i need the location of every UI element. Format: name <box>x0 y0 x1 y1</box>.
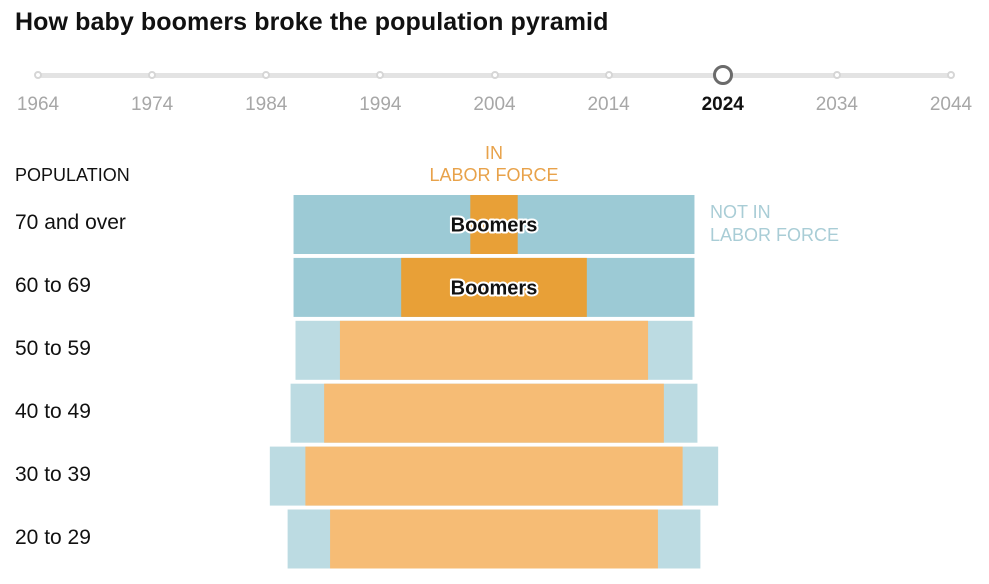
boomers-label-0: Boomers <box>451 215 538 237</box>
bar-in-labor-force-0 <box>470 195 518 254</box>
not-in-labor-force-label-line1: NOT IN <box>710 202 771 222</box>
timeline-year-1974[interactable]: 1974 <box>130 94 174 115</box>
in-labor-force-label-line1: IN <box>485 143 503 163</box>
age-group-label-4: 30 to 39 <box>15 462 91 486</box>
age-group-label-1: 60 to 69 <box>15 273 91 297</box>
age-group-label-3: 40 to 49 <box>15 399 91 423</box>
timeline-dot-2024[interactable] <box>712 65 733 85</box>
timeline-dot-2034[interactable] <box>832 71 841 79</box>
timeline-year-2034[interactable]: 2034 <box>815 94 859 115</box>
bar-in-labor-force-4 <box>305 446 683 506</box>
timeline-year-1964[interactable]: 1964 <box>16 94 60 115</box>
chart-title: How baby boomers broke the population py… <box>15 8 609 36</box>
timeline-dot-1984[interactable] <box>262 71 271 79</box>
age-group-label-0: 70 and over <box>15 211 126 234</box>
timeline-year-1984[interactable]: 1984 <box>245 94 288 115</box>
not-in-labor-force-label-line2: LABOR FORCE <box>710 225 840 245</box>
timeline-year-2014[interactable]: 2014 <box>587 94 630 115</box>
timeline-year-2044[interactable]: 2044 <box>929 94 973 115</box>
bar-in-labor-force-3 <box>324 383 664 443</box>
timeline-dot-1994[interactable] <box>376 71 385 79</box>
timeline-dot-1974[interactable] <box>148 71 157 79</box>
timeline-dot-2014[interactable] <box>604 71 613 79</box>
bar-in-labor-force-5 <box>330 509 658 569</box>
not-in-labor-force-label: NOT IN LABOR FORCE <box>710 201 839 247</box>
age-group-label-5: 20 to 29 <box>15 525 91 549</box>
timeline-year-1994[interactable]: 1994 <box>359 94 402 115</box>
timeline-year-2024[interactable]: 2024 <box>701 94 744 115</box>
age-group-label-2: 50 to 59 <box>15 336 91 360</box>
timeline-dot-2044[interactable] <box>947 71 955 79</box>
timeline-dot-1964[interactable] <box>34 71 42 79</box>
boomers-label-1: Boomers <box>451 277 538 299</box>
bar-in-labor-force-2 <box>339 320 649 380</box>
timeline-dot-2004[interactable] <box>490 71 499 79</box>
population-header: POPULATION <box>15 165 130 185</box>
in-labor-force-label: IN LABOR FORCE <box>429 142 558 186</box>
in-labor-force-label-line2: LABOR FORCE <box>429 165 559 185</box>
timeline-year-2004[interactable]: 2004 <box>473 94 516 115</box>
bar-in-labor-force-1 <box>401 257 587 317</box>
